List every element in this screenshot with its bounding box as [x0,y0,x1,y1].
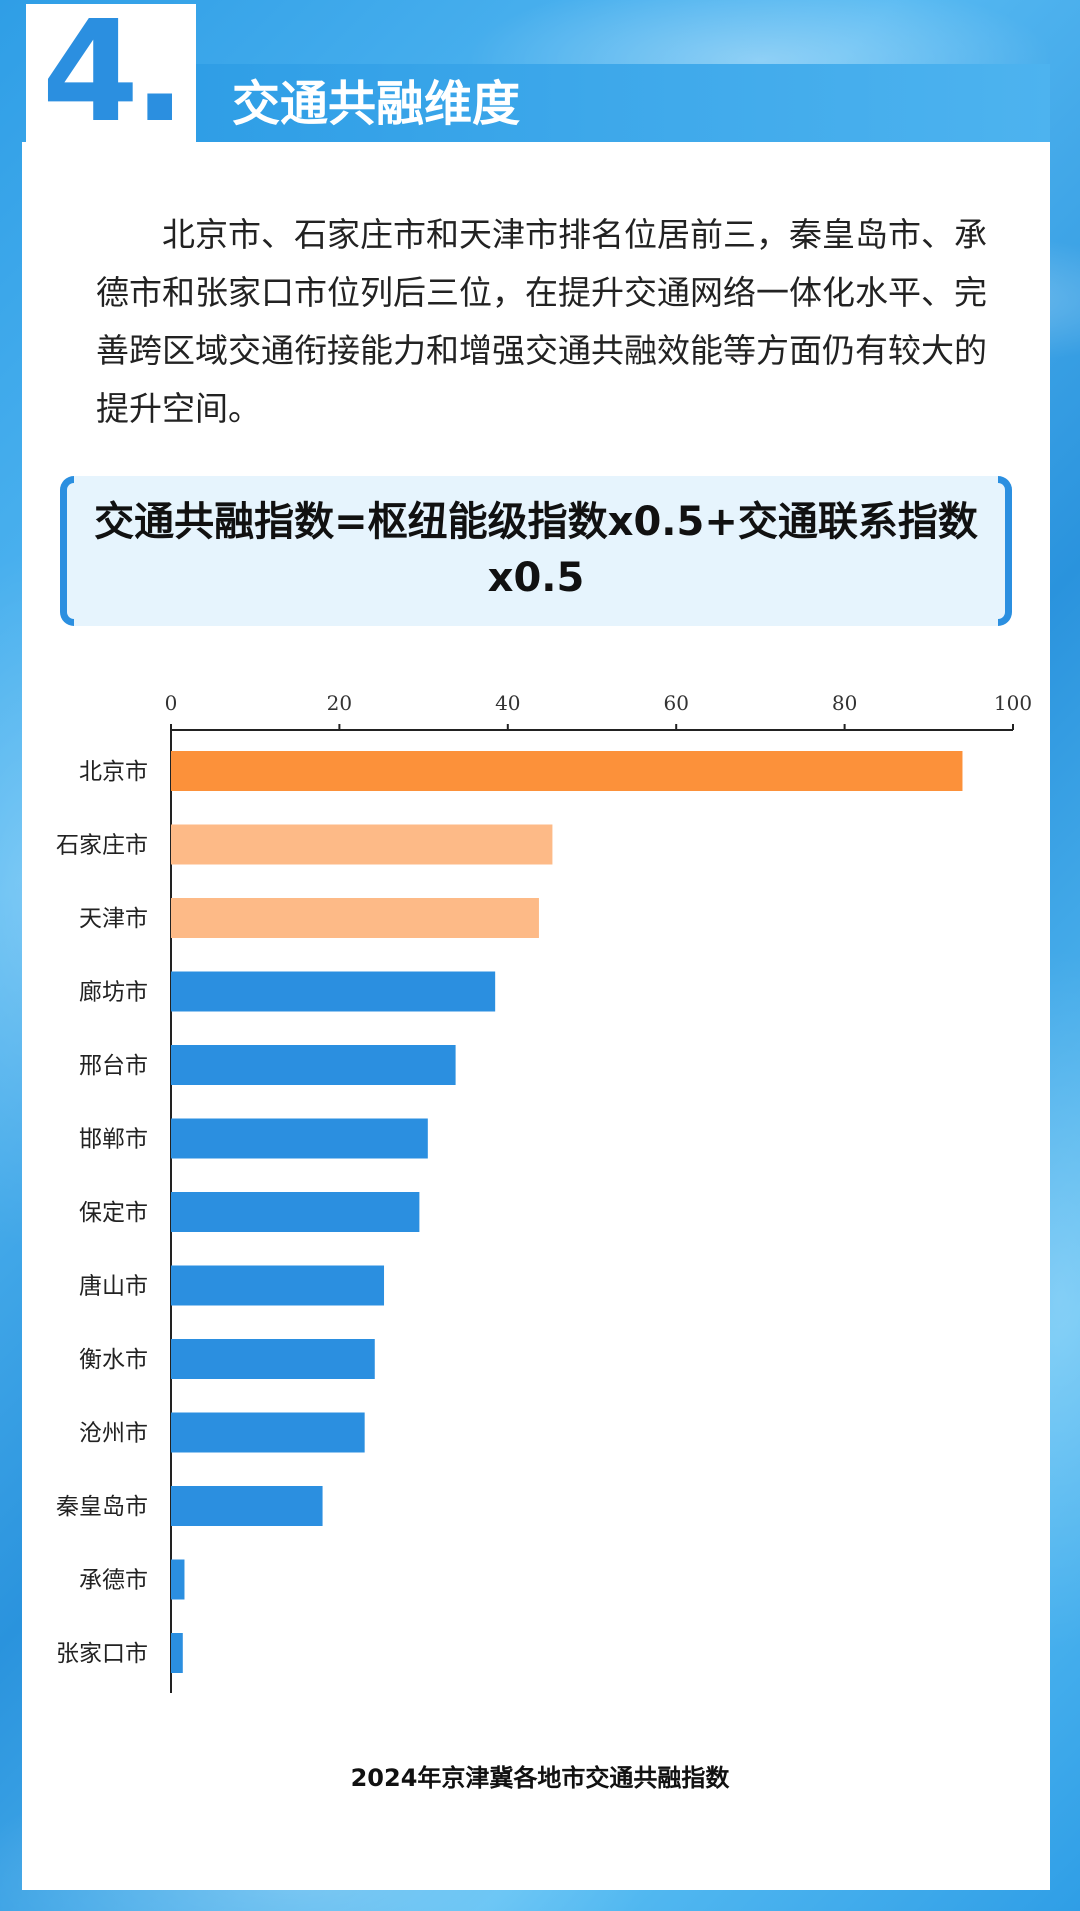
bar [171,751,963,791]
section-title: 交通共融维度 [232,76,521,132]
category-label: 保定市 [79,1200,148,1226]
bar [171,1118,428,1159]
category-label: 邯郸市 [79,1127,148,1153]
bar [171,824,553,865]
formula-box [60,476,1012,626]
content-card [22,142,1050,1890]
x-tick-label: 100 [994,691,1032,715]
category-label: 石家庄市 [56,833,148,859]
formula-text: 交通共融指数=枢纽能级指数x0.5+交通联系指数x0.5 [94,499,978,601]
category-label: 廊坊市 [79,980,148,1006]
category-label: 唐山市 [79,1274,148,1300]
intro-paragraph: 北京市、石家庄市和天津市排名位居前三，秦皇岛市、承德市和张家口市位列后三位，在提… [96,215,987,428]
bar [171,898,539,938]
bar [171,1633,183,1673]
category-label: 秦皇岛市 [56,1494,148,1520]
bar [171,1265,385,1306]
bar [171,1339,375,1379]
bar [171,1486,323,1526]
category-label: 承德市 [79,1568,148,1594]
x-tick-label: 40 [495,691,520,715]
bar [171,1412,365,1453]
x-tick-label: 20 [327,691,352,715]
bar [171,1559,185,1600]
category-label: 张家口市 [56,1641,148,1667]
category-label: 衡水市 [79,1347,148,1373]
section-title-bar [196,64,1050,142]
bar [171,1192,420,1232]
formula-bracket-left [60,476,74,626]
x-tick-label: 80 [832,691,857,715]
bar [171,1045,456,1085]
bar [171,971,496,1012]
category-label: 邢台市 [79,1053,148,1079]
formula-bracket-right [998,476,1012,626]
chart-title: 2024年京津冀各地市交通共融指数 [350,1764,730,1792]
category-label: 北京市 [79,759,148,785]
section-number: 4. [26,3,196,143]
x-tick-label: 0 [165,691,178,715]
category-label: 沧州市 [79,1421,148,1447]
x-tick-label: 60 [663,691,688,715]
category-label: 天津市 [79,906,148,932]
